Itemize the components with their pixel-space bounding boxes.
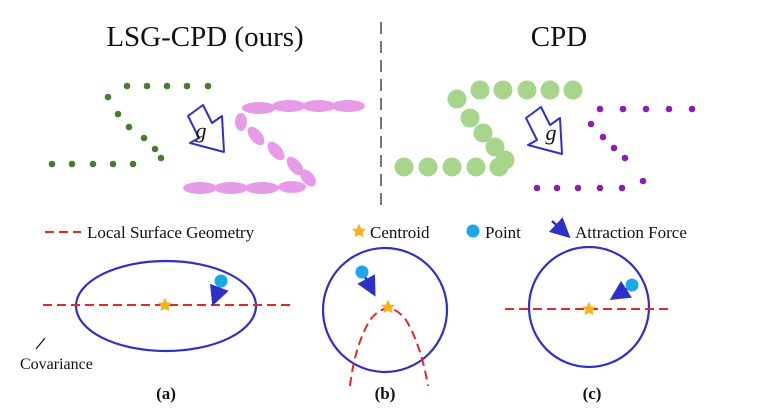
right-gravity-arrow-icon (525, 106, 563, 155)
panel-c (505, 245, 672, 369)
left-gravity-arrow-icon (187, 104, 225, 153)
panel-b-centroid-star-icon (380, 299, 396, 314)
panel-a-point-icon (214, 274, 228, 288)
panel-a: Covariance (20, 259, 292, 373)
caption-c: (c) (583, 384, 602, 403)
legend-point-label: Point (485, 223, 521, 242)
covariance-leader-line (35, 337, 46, 350)
panel-b (321, 246, 449, 387)
covariance-label: Covariance (20, 356, 93, 373)
panel-b-surface-curve (349, 307, 429, 387)
panel-c-circle (527, 245, 651, 369)
caption-a: (a) (156, 384, 176, 403)
right-gravity-symbol: g (546, 120, 557, 145)
left-gravity-symbol: g (196, 118, 207, 143)
panel-c-point-icon (625, 278, 639, 292)
legend-point-icon (466, 224, 480, 238)
legend-force-arrow-icon (549, 217, 571, 239)
panel-a-centroid-star-icon (157, 297, 173, 312)
title-right: CPD (531, 21, 587, 53)
legend-force-label: Attraction Force (575, 223, 687, 242)
right-source-points (533, 105, 696, 192)
legend-centroid-label: Centroid (370, 223, 430, 242)
caption-b: (b) (375, 384, 396, 403)
right-target-gaussians (394, 80, 583, 177)
panel-b-circle (321, 246, 449, 374)
legend-centroid-star-icon (351, 223, 367, 238)
panel-b-point-icon (355, 265, 369, 279)
legend-surface-label: Local Surface Geometry (87, 223, 255, 242)
title-left: LSG-CPD (ours) (106, 21, 303, 53)
legend: Local Surface Geometry Centroid Point At… (45, 217, 687, 242)
panel-c-centroid-star-icon (581, 301, 597, 316)
left-target-points (48, 82, 212, 168)
left-source-gaussians (183, 100, 365, 194)
